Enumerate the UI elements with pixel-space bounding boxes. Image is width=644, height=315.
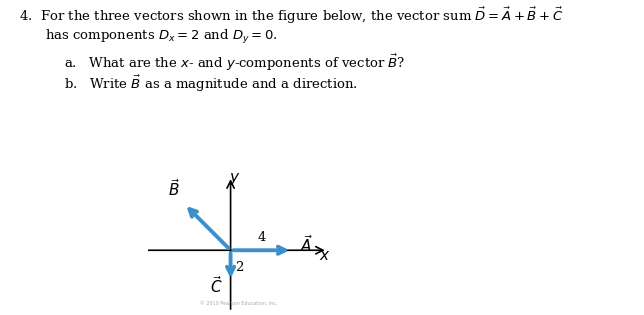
Text: $x$: $x$ [319,249,330,263]
Text: 4: 4 [257,232,265,244]
Text: 2: 2 [235,261,243,274]
Text: b.   Write $\vec{B}$ as a magnitude and a direction.: b. Write $\vec{B}$ as a magnitude and a … [64,74,358,94]
Text: $\vec{A}$: $\vec{A}$ [300,234,313,255]
Text: $\vec{B}$: $\vec{B}$ [168,179,180,199]
Text: has components $D_x = 2$ and $D_y = 0$.: has components $D_x = 2$ and $D_y = 0$. [45,28,278,46]
Text: © 2010 Pearson Education, Inc.: © 2010 Pearson Education, Inc. [200,301,277,306]
Text: $y$: $y$ [229,171,241,187]
Text: 4.  For the three vectors shown in the figure below, the vector sum $\vec{D} = \: 4. For the three vectors shown in the fi… [19,5,564,26]
Text: $\vec{C}$: $\vec{C}$ [209,275,222,296]
Text: a.   What are the $x$- and $y$-components of vector $\vec{B}$?: a. What are the $x$- and $y$-components … [64,53,406,73]
